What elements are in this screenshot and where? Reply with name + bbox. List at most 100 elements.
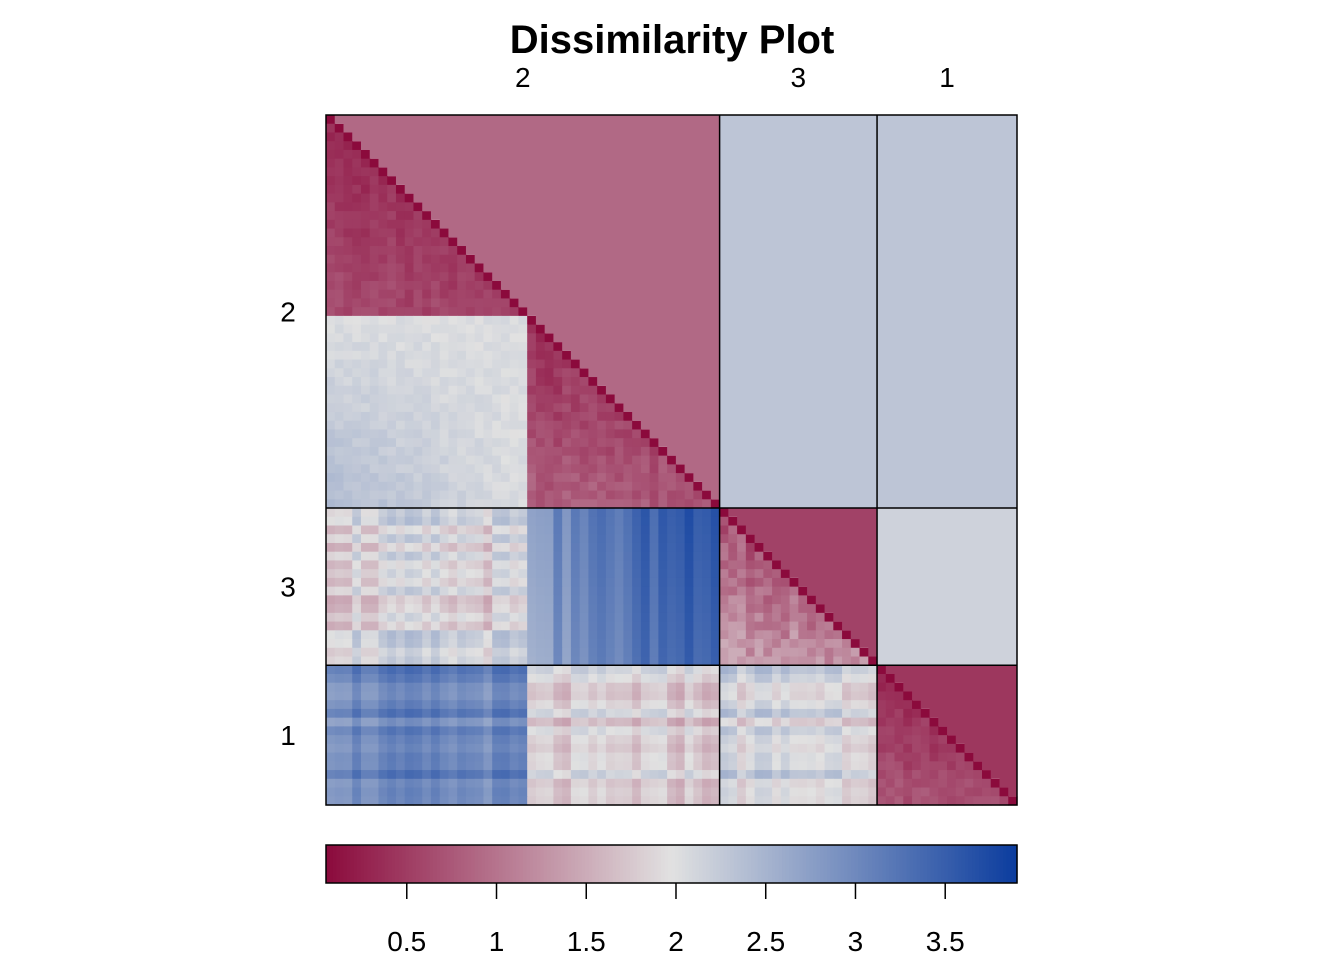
heatmap-cell xyxy=(413,656,423,666)
heatmap-cell xyxy=(553,673,563,684)
heatmap-cell xyxy=(404,333,415,343)
heatmap-cell xyxy=(754,691,764,701)
heatmap-cell xyxy=(500,743,511,754)
heatmap-cell xyxy=(693,639,703,649)
heatmap-cell xyxy=(369,420,380,431)
heatmap-cell xyxy=(859,647,869,658)
heatmap-cell xyxy=(737,726,747,736)
heatmap-cell xyxy=(422,778,432,789)
heatmap-cell xyxy=(649,612,659,623)
heatmap-cell xyxy=(527,778,537,789)
heatmap-cell xyxy=(500,377,511,387)
heatmap-cell xyxy=(448,569,458,579)
heatmap-cell xyxy=(614,586,624,596)
heatmap-cell xyxy=(387,752,397,762)
heatmap-cell xyxy=(527,595,537,605)
heatmap-cell xyxy=(422,263,432,273)
legend-swatch xyxy=(833,845,838,883)
heatmap-cell xyxy=(842,630,852,640)
heatmap-cell xyxy=(439,342,450,352)
heatmap-cell xyxy=(640,551,651,562)
heatmap-cell xyxy=(824,761,834,771)
heatmap-cell xyxy=(492,726,502,736)
heatmap-cell xyxy=(859,735,869,745)
heatmap-cell xyxy=(763,656,773,666)
heatmap-cell xyxy=(675,569,686,579)
heatmap-cell xyxy=(360,735,371,745)
heatmap-cell xyxy=(719,700,729,710)
heatmap-cell xyxy=(789,656,799,666)
heatmap-cell xyxy=(789,577,799,588)
heatmap-cell xyxy=(387,280,397,291)
heatmap-cell xyxy=(439,586,450,596)
block-mean-1_1 xyxy=(885,665,1017,797)
heatmap-cell xyxy=(632,630,642,640)
heatmap-cell xyxy=(465,289,476,300)
heatmap-cell xyxy=(868,770,878,780)
heatmap-cell xyxy=(439,403,450,413)
heatmap-cell xyxy=(369,499,380,509)
heatmap-cell xyxy=(326,455,336,465)
legend-swatch xyxy=(799,845,804,883)
heatmap-cell xyxy=(334,254,345,265)
heatmap-cell xyxy=(737,560,747,570)
legend-swatch xyxy=(388,845,393,883)
heatmap-cell xyxy=(439,481,450,492)
heatmap-cell xyxy=(702,525,712,535)
heatmap-cell xyxy=(439,752,450,762)
heatmap-cell xyxy=(326,735,336,745)
heatmap-cell xyxy=(649,778,659,789)
heatmap-cell xyxy=(509,508,520,518)
heatmap-cell xyxy=(527,350,537,361)
heatmap-cell xyxy=(938,726,948,736)
heatmap-cell xyxy=(588,490,598,500)
heatmap-cell xyxy=(448,656,458,666)
heatmap-cell xyxy=(850,700,861,710)
heatmap-cell xyxy=(518,499,528,509)
heatmap-cell xyxy=(509,639,520,649)
heatmap-cell xyxy=(824,778,834,789)
heatmap-cell xyxy=(500,595,511,605)
heatmap-cell xyxy=(632,691,642,701)
heatmap-cell xyxy=(658,665,668,675)
heatmap-cell xyxy=(535,385,546,396)
heatmap-cell xyxy=(369,673,380,684)
heatmap-cell xyxy=(492,787,502,797)
heatmap-cell xyxy=(614,464,624,474)
heatmap-cell xyxy=(789,673,799,684)
heatmap-cell xyxy=(570,604,581,614)
heatmap-cell xyxy=(439,377,450,387)
heatmap-cell xyxy=(702,612,712,623)
heatmap-cell xyxy=(465,778,476,789)
heatmap-cell xyxy=(553,473,563,483)
heatmap-cell xyxy=(448,237,458,247)
legend-swatch xyxy=(533,845,538,883)
heatmap-cell xyxy=(509,647,520,658)
legend-swatch xyxy=(478,845,483,883)
heatmap-cell xyxy=(728,630,738,640)
heatmap-cell xyxy=(684,796,694,806)
heatmap-cell xyxy=(649,621,659,631)
legend-swatch xyxy=(920,845,925,883)
heatmap-cell xyxy=(719,770,729,780)
heatmap-cell xyxy=(500,551,511,562)
heatmap-cell xyxy=(588,595,598,605)
heatmap-cell xyxy=(369,639,380,649)
heatmap-cell xyxy=(395,787,406,797)
heatmap-cell xyxy=(710,700,721,710)
heatmap-cell xyxy=(675,647,686,658)
heatmap-cell xyxy=(579,604,590,614)
heatmap-cell xyxy=(343,717,353,727)
heatmap-cell xyxy=(527,551,537,562)
heatmap-cell xyxy=(780,656,791,666)
heatmap-cell xyxy=(334,708,345,719)
heatmap-cell xyxy=(772,682,782,693)
heatmap-cell xyxy=(623,656,633,666)
heatmap-cell xyxy=(912,761,922,771)
heatmap-cell xyxy=(404,455,415,465)
legend-swatch xyxy=(851,845,856,883)
heatmap-cell xyxy=(719,569,729,579)
heatmap-cell xyxy=(728,525,738,535)
heatmap-cell xyxy=(588,735,598,745)
heatmap-cell xyxy=(605,665,616,675)
